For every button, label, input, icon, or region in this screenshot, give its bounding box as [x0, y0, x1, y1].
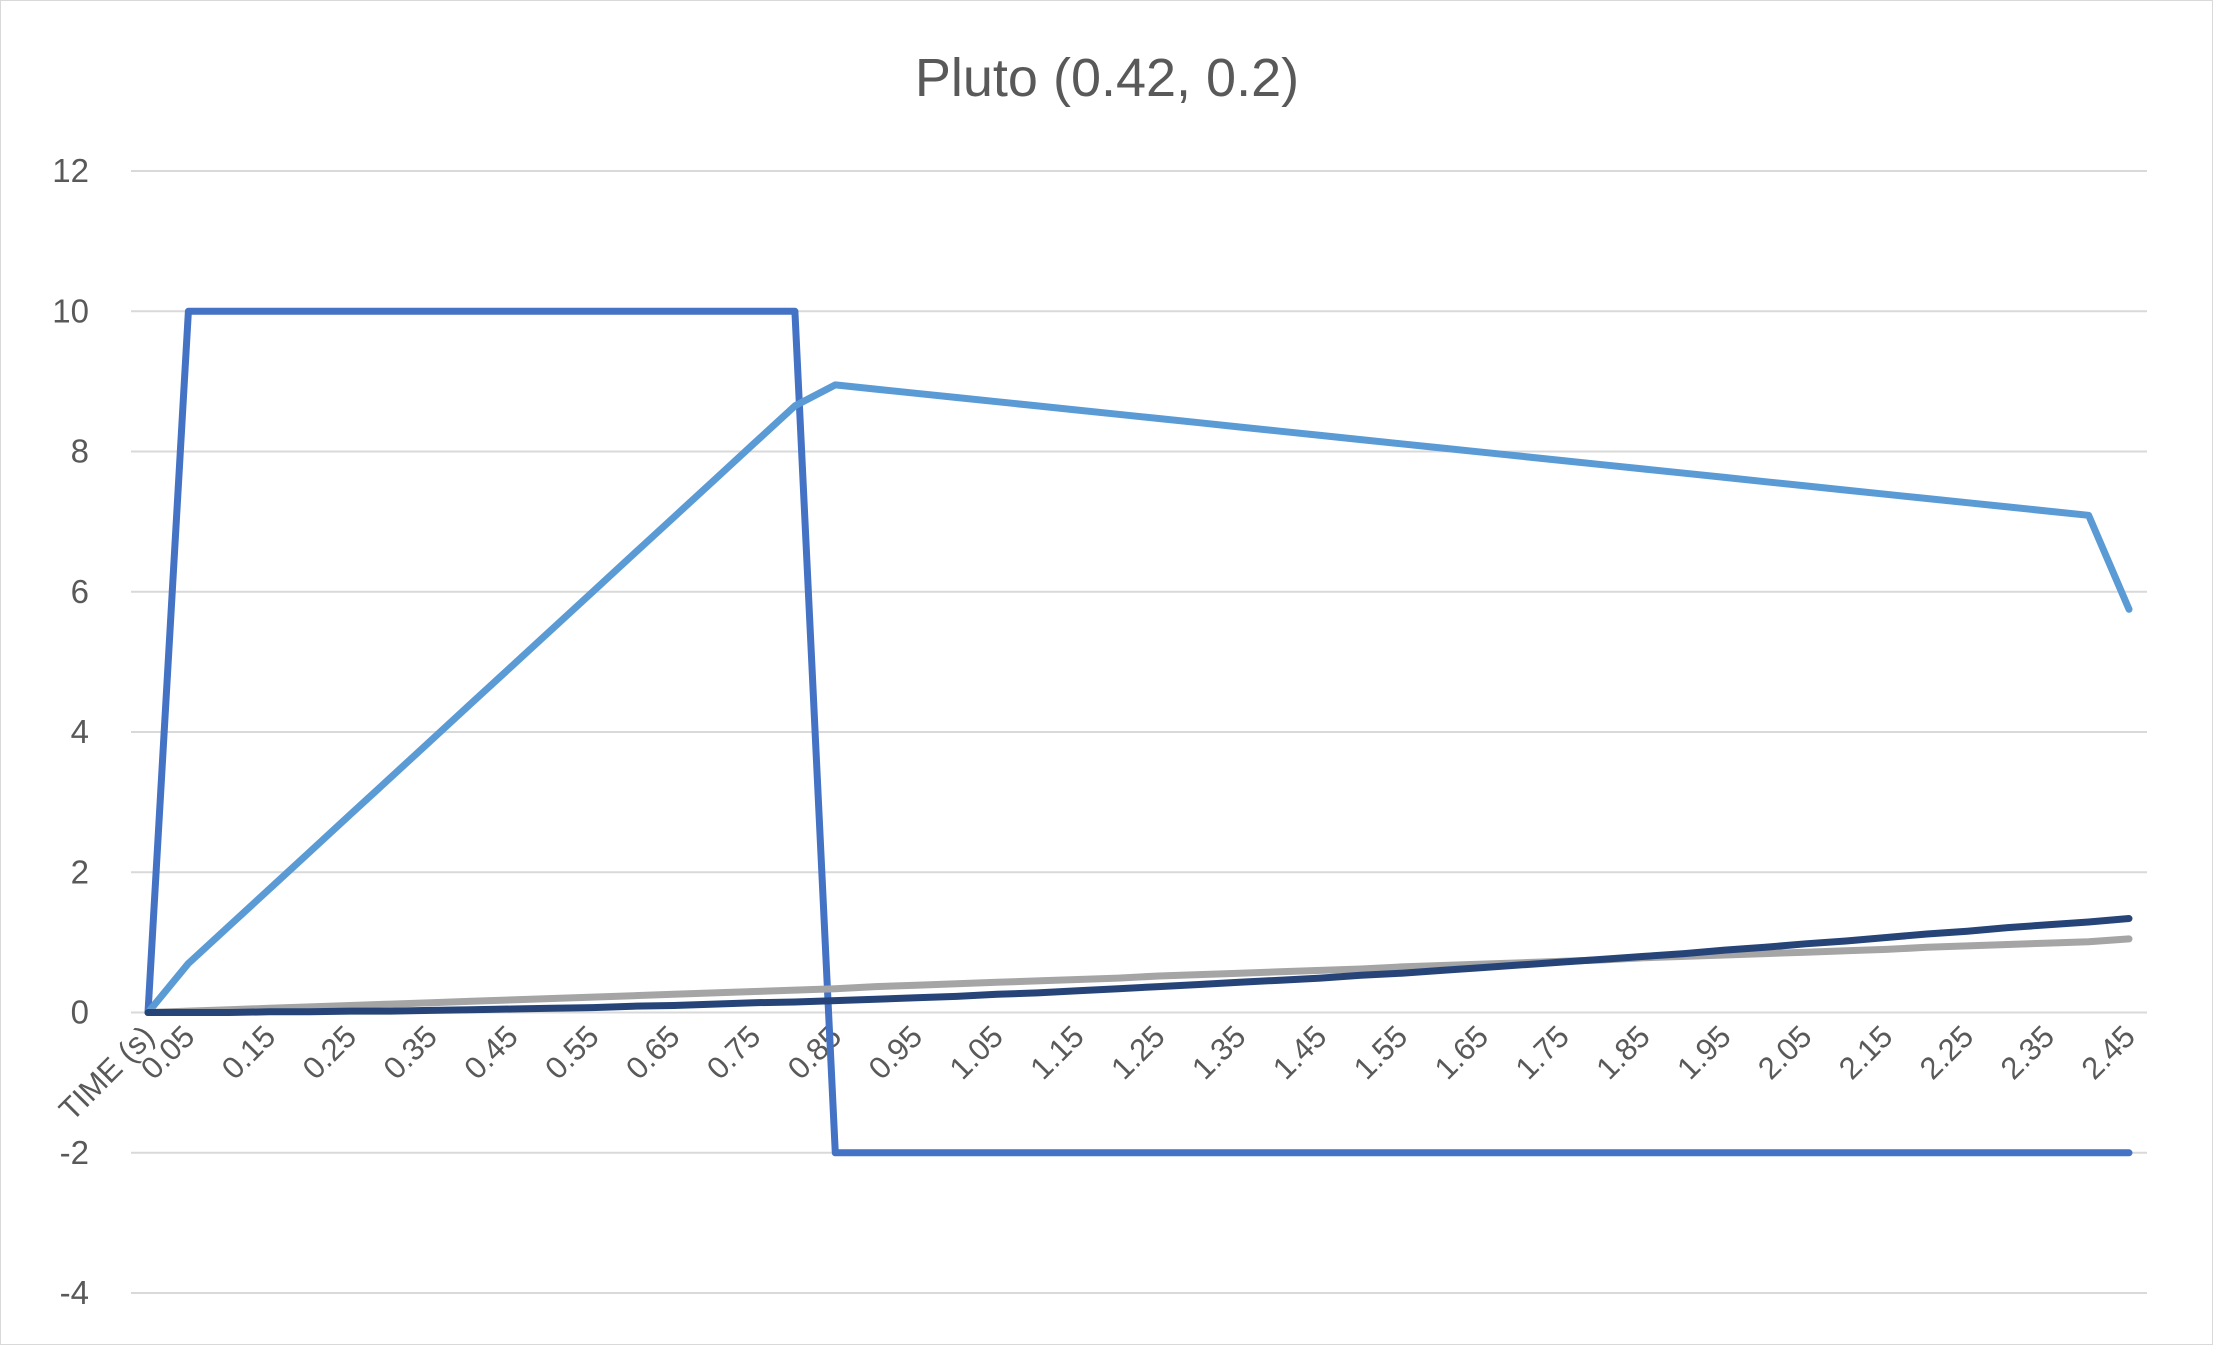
x-tick-label: 0.75 — [700, 1019, 767, 1086]
series-line-2 — [144, 381, 2133, 1016]
y-tick-label: -4 — [60, 1274, 89, 1311]
x-tick-label: 1.85 — [1589, 1019, 1656, 1086]
x-axis-tick-labels: TIME (s)0.05 0.15 0.25 0.35 0.45 0.55 0.65 0.75… — [52, 1019, 2142, 1128]
y-tick-label: -2 — [60, 1134, 89, 1171]
y-tick-label: 12 — [52, 152, 89, 189]
y-tick-label: 8 — [71, 433, 89, 470]
x-tick-label: 1.65 — [1428, 1019, 1495, 1086]
y-axis-tick-labels: -4 -2 0 2 4 6 8 10 12 — [52, 152, 89, 1311]
x-tick-label: 0.65 — [619, 1019, 686, 1086]
series-lines — [144, 307, 2133, 1157]
x-tick-label: 0.95 — [862, 1019, 929, 1086]
x-tick-label: 0.85 — [781, 1019, 848, 1086]
x-tick-label: 2.05 — [1751, 1019, 1818, 1086]
x-tick-label: 1.25 — [1104, 1019, 1171, 1086]
y-tick-label: 4 — [71, 713, 89, 750]
gridlines — [131, 170, 2147, 1294]
series-line-3 — [144, 935, 2133, 1016]
x-tick-label: 2.45 — [2075, 1019, 2142, 1086]
x-tick-label: 0.25 — [296, 1019, 363, 1086]
x-tick-label: 1.55 — [1347, 1019, 1414, 1086]
y-tick-label: 2 — [71, 853, 89, 890]
series-line-4 — [144, 915, 2133, 1016]
x-tick-label: 1.95 — [1670, 1019, 1737, 1086]
x-tick-label: 2.25 — [1913, 1019, 1980, 1086]
y-tick-label: 10 — [52, 292, 89, 329]
x-tick-label: 2.35 — [1994, 1019, 2061, 1086]
x-tick-label: 1.15 — [1023, 1019, 1090, 1086]
x-tick-label: 1.05 — [943, 1019, 1010, 1086]
x-tick-label: 0.55 — [538, 1019, 605, 1086]
x-tick-label: 0.35 — [377, 1019, 444, 1086]
x-tick-label: 1.75 — [1509, 1019, 1576, 1086]
x-tick-label: 1.45 — [1266, 1019, 1333, 1086]
x-tick-label: 2.15 — [1832, 1019, 1899, 1086]
x-tick-label: 1.35 — [1185, 1019, 1252, 1086]
chart-title: Pluto (0.42, 0.2) — [915, 48, 1299, 108]
y-tick-label: 6 — [71, 573, 89, 610]
x-tick-label: 0.15 — [215, 1019, 282, 1086]
y-tick-label: 0 — [71, 994, 89, 1031]
x-tick-label: 0.45 — [457, 1019, 524, 1086]
series-line-1 — [144, 307, 2133, 1157]
